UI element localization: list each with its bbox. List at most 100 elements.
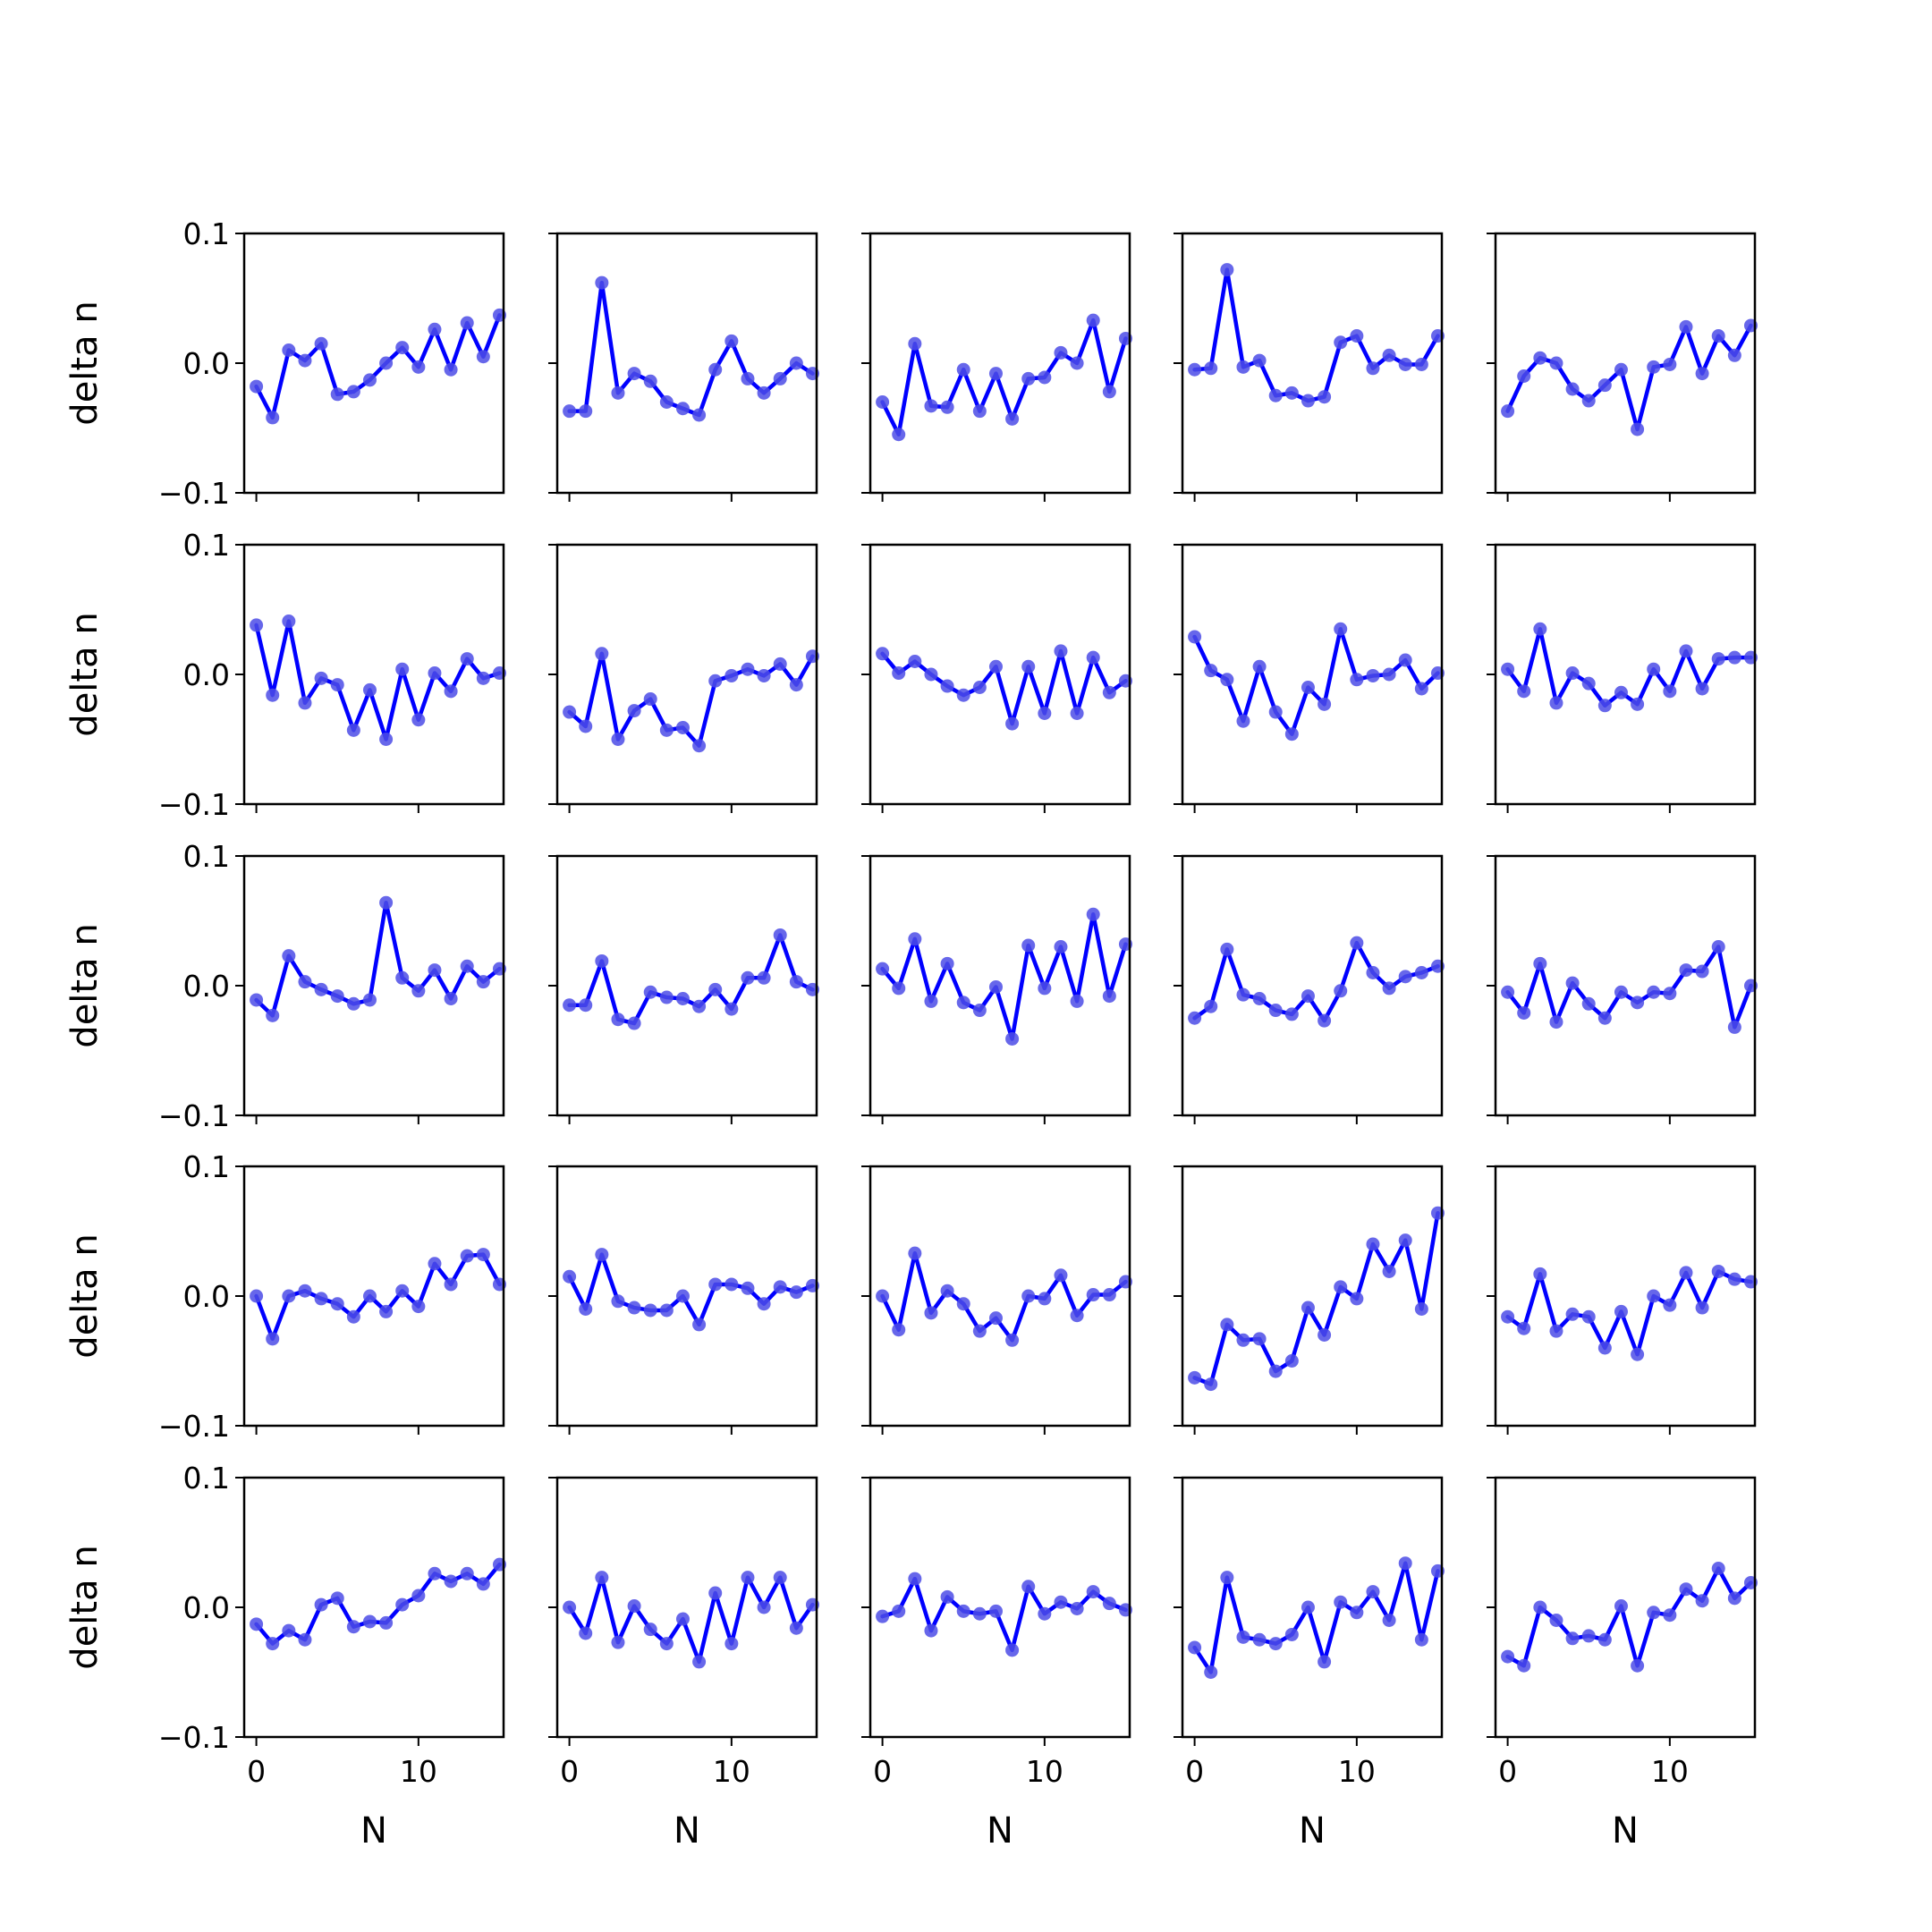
series-line: [1505, 1566, 1753, 1668]
data-point: [476, 1248, 490, 1262]
data-point: [1597, 1341, 1612, 1355]
data-point: [1102, 385, 1116, 399]
data-point: [1038, 707, 1052, 720]
data-point: [1204, 1665, 1218, 1679]
series-line: [567, 651, 815, 748]
data-point: [266, 411, 280, 425]
data-point: [940, 1589, 954, 1604]
data-point: [444, 992, 458, 1005]
data-point: [1727, 348, 1741, 362]
data-point: [362, 993, 377, 1007]
data-point: [1188, 1640, 1202, 1655]
data-point: [1647, 985, 1661, 999]
data-point: [908, 655, 922, 668]
data-point: [1711, 652, 1725, 666]
data-point: [1695, 964, 1709, 979]
data-point: [692, 999, 707, 1013]
data-point: [314, 1597, 328, 1612]
data-point: [675, 1612, 690, 1626]
data-point: [708, 1586, 723, 1600]
subplot-r4-c1: −0.1 0.0 0.1 delta n: [64, 1149, 506, 1444]
data-point: [908, 932, 922, 946]
data-point: [563, 404, 577, 419]
data-point: [692, 408, 707, 422]
data-point: [1038, 370, 1052, 385]
data-point: [1102, 1288, 1116, 1302]
data-point: [924, 667, 938, 682]
data-point: [1501, 985, 1515, 999]
data-point: [1021, 1580, 1036, 1594]
y-tick-label: 0.1: [183, 528, 230, 563]
data-point: [346, 1620, 360, 1634]
x-tick-label: 10: [1026, 1754, 1063, 1789]
data-point: [1284, 1627, 1299, 1641]
data-point: [724, 668, 739, 682]
data-point: [1204, 999, 1218, 1013]
data-point: [595, 953, 609, 968]
data-point: [1054, 345, 1068, 360]
data-point: [476, 975, 490, 989]
data-point: [1005, 1031, 1020, 1046]
axes-frame: [869, 854, 1131, 1117]
data-point: [1021, 371, 1036, 386]
data-point: [362, 373, 377, 387]
data-point: [1220, 673, 1234, 687]
data-point: [1614, 1304, 1628, 1318]
data-point: [1517, 1005, 1531, 1020]
data-point: [659, 395, 674, 409]
data-point: [411, 1589, 426, 1603]
data-point: [1711, 1562, 1725, 1575]
subplot-r5-c1: −0.1 0.0 0.1 0 10 delta n N: [64, 1461, 506, 1852]
data-point: [266, 1008, 280, 1022]
x-axis-label: N: [1612, 1810, 1639, 1852]
data-point: [708, 982, 723, 996]
data-point: [1549, 1015, 1563, 1030]
data-point: [595, 1571, 609, 1585]
data-point: [330, 1297, 344, 1311]
data-point: [266, 1637, 280, 1651]
data-point: [1038, 1606, 1052, 1621]
data-point: [1204, 361, 1218, 376]
data-point: [1054, 1268, 1068, 1283]
y-axis-label: delta n: [64, 1233, 106, 1358]
series-line: [567, 933, 815, 1026]
data-point: [1220, 1318, 1234, 1332]
data-point: [1398, 970, 1412, 984]
data-point: [1086, 650, 1100, 665]
data-point: [1318, 1013, 1332, 1028]
data-point: [692, 1655, 707, 1669]
data-point: [972, 1324, 987, 1338]
data-point: [1005, 411, 1020, 426]
data-point: [1581, 1629, 1596, 1643]
data-point: [298, 975, 312, 989]
data-point: [1005, 716, 1020, 731]
series-line: [880, 648, 1128, 726]
data-point: [1086, 907, 1100, 921]
data-point: [908, 1246, 922, 1260]
data-point: [1679, 1266, 1693, 1280]
data-point: [741, 970, 755, 985]
data-point: [1366, 361, 1380, 376]
data-point: [940, 679, 954, 693]
data-point: [411, 713, 426, 727]
axes-frame: [1181, 1165, 1444, 1428]
data-point: [773, 1571, 787, 1585]
data-point: [346, 996, 360, 1011]
series-line: [1192, 1210, 1440, 1386]
data-point: [1727, 650, 1741, 665]
series-line: [880, 912, 1128, 1041]
series-line: [254, 1252, 502, 1342]
series-line: [1505, 323, 1753, 432]
subplot-r4-c5: [1487, 1165, 1758, 1435]
axes-frame: [869, 232, 1131, 495]
data-point: [314, 671, 328, 685]
y-tick-label: 0.1: [183, 216, 230, 251]
data-point: [1318, 1328, 1332, 1342]
data-point: [675, 402, 690, 416]
data-point: [1021, 1289, 1036, 1303]
data-point: [1614, 362, 1628, 377]
data-point: [940, 400, 954, 414]
data-point: [1414, 357, 1428, 371]
data-point: [741, 1281, 755, 1295]
data-point: [1188, 1011, 1202, 1025]
